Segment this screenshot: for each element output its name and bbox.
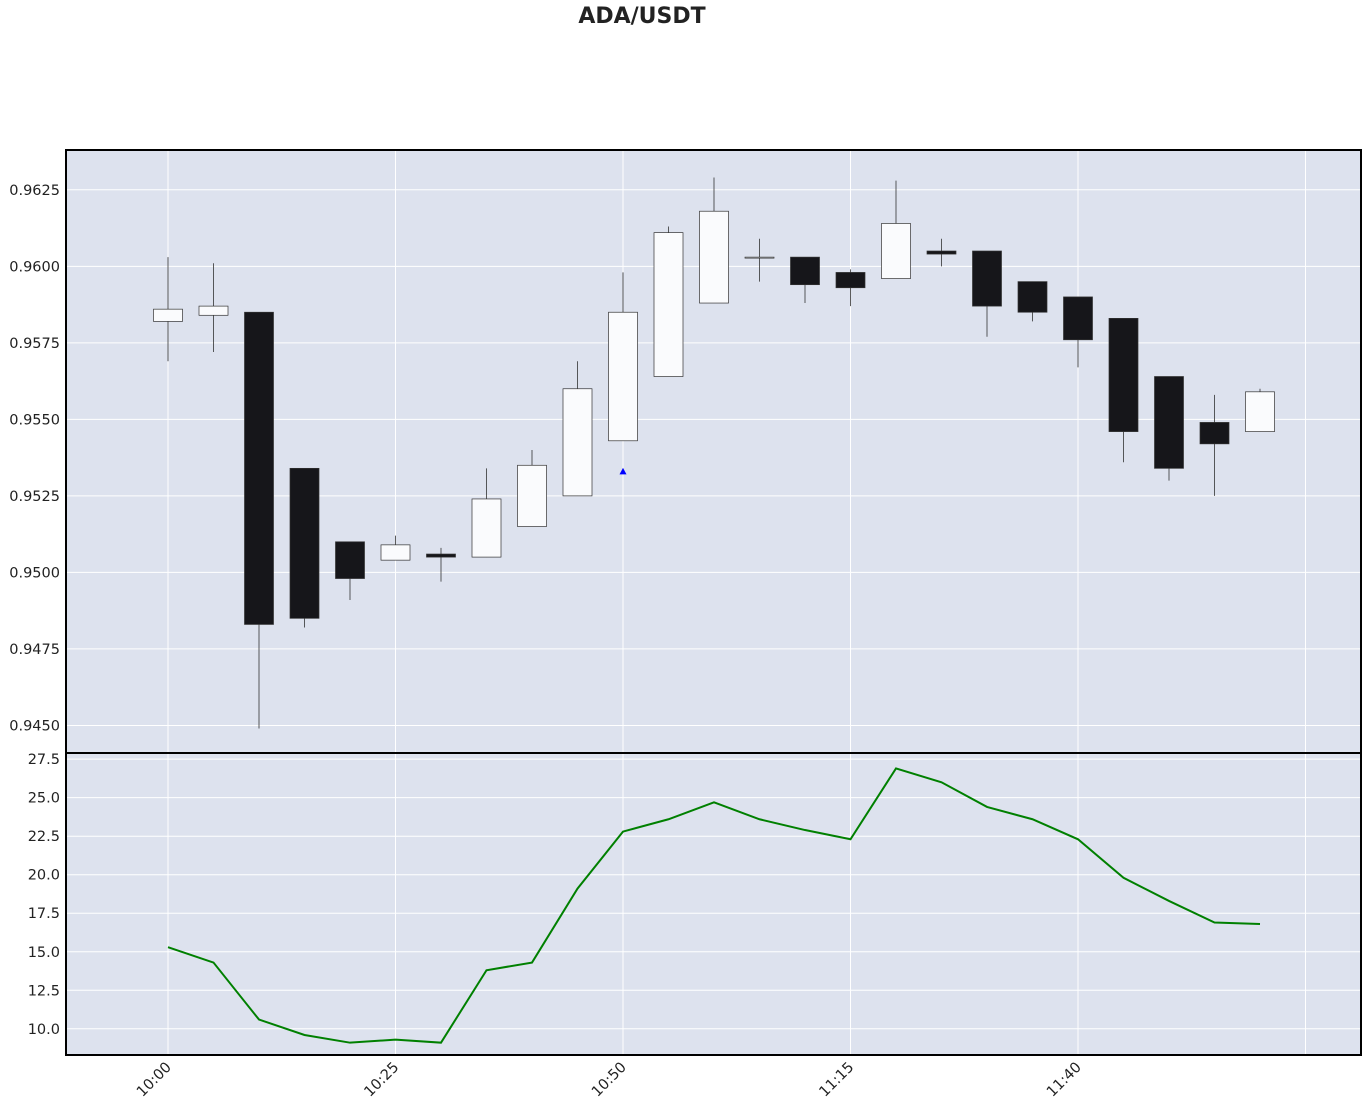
candle-body [426, 553, 456, 558]
candle-body [471, 498, 502, 558]
candle-body [926, 250, 957, 255]
candle-body [608, 311, 638, 442]
candle-body [1017, 281, 1048, 313]
price-tick-label: 0.9600 [9, 259, 60, 275]
candle-body [289, 467, 320, 619]
candle-body [244, 311, 274, 625]
indicator-panel-background [66, 753, 1361, 1055]
price-panel: 0.9450 0.9475 0.9500 0.9525 0.9550 0.9575 0.96… [9, 149, 1362, 754]
indicator-tick-label: 27.5 [28, 752, 60, 768]
candle-body [881, 223, 911, 279]
candle-body [972, 250, 1002, 307]
price-tick-label: 0.9625 [9, 183, 60, 199]
x-axis: 10:00 10:25 10:50 11:15 11:40 [134, 1060, 1085, 1101]
candle-body [1245, 391, 1275, 432]
price-tick-label: 0.9575 [9, 336, 60, 352]
candle-body [790, 256, 820, 286]
candle-body [1108, 318, 1139, 432]
candle-body [699, 210, 729, 304]
candle-body [380, 544, 411, 561]
chart-title: ADA/USDT [578, 4, 706, 29]
candle-body [835, 272, 866, 289]
indicator-tick-label: 12.5 [28, 983, 60, 999]
candle-body [744, 256, 775, 259]
indicator-tick-label: 15.0 [28, 945, 60, 961]
candle-body [153, 308, 183, 322]
candle-body [517, 464, 547, 527]
indicator-panel: 10.0 12.5 15.0 17.5 20.0 22.5 25.0 27.5 [28, 752, 1362, 1056]
indicator-tick-label: 10.0 [28, 1022, 60, 1038]
price-tick-label: 0.9550 [9, 412, 60, 428]
x-tick-label: 10:25 [361, 1060, 402, 1101]
candle-body [1063, 296, 1093, 341]
indicator-tick-label: 20.0 [28, 868, 60, 884]
price-tick-label: 0.9500 [9, 565, 60, 581]
candle-body [335, 541, 365, 579]
indicator-tick-label: 25.0 [28, 791, 60, 807]
x-tick-label: 11:15 [816, 1060, 857, 1101]
x-tick-label: 10:50 [589, 1060, 630, 1101]
indicator-tick-label: 17.5 [28, 906, 60, 922]
price-tick-label: 0.9525 [9, 489, 60, 505]
indicator-tick-label: 22.5 [28, 829, 60, 845]
candle-body [562, 388, 593, 497]
candle-body [1199, 422, 1230, 445]
x-tick-label: 10:00 [134, 1060, 175, 1101]
indicator-panel-frame [65, 752, 1362, 1056]
candle-body [1154, 376, 1184, 469]
x-tick-label: 11:40 [1044, 1060, 1085, 1101]
candle-body [198, 305, 229, 316]
indicator-line [167, 767, 1261, 1044]
price-tick-label: 0.9475 [9, 642, 60, 658]
signal-marker [619, 467, 627, 475]
candle-body [653, 232, 684, 377]
price-tick-label: 0.9450 [9, 718, 60, 734]
